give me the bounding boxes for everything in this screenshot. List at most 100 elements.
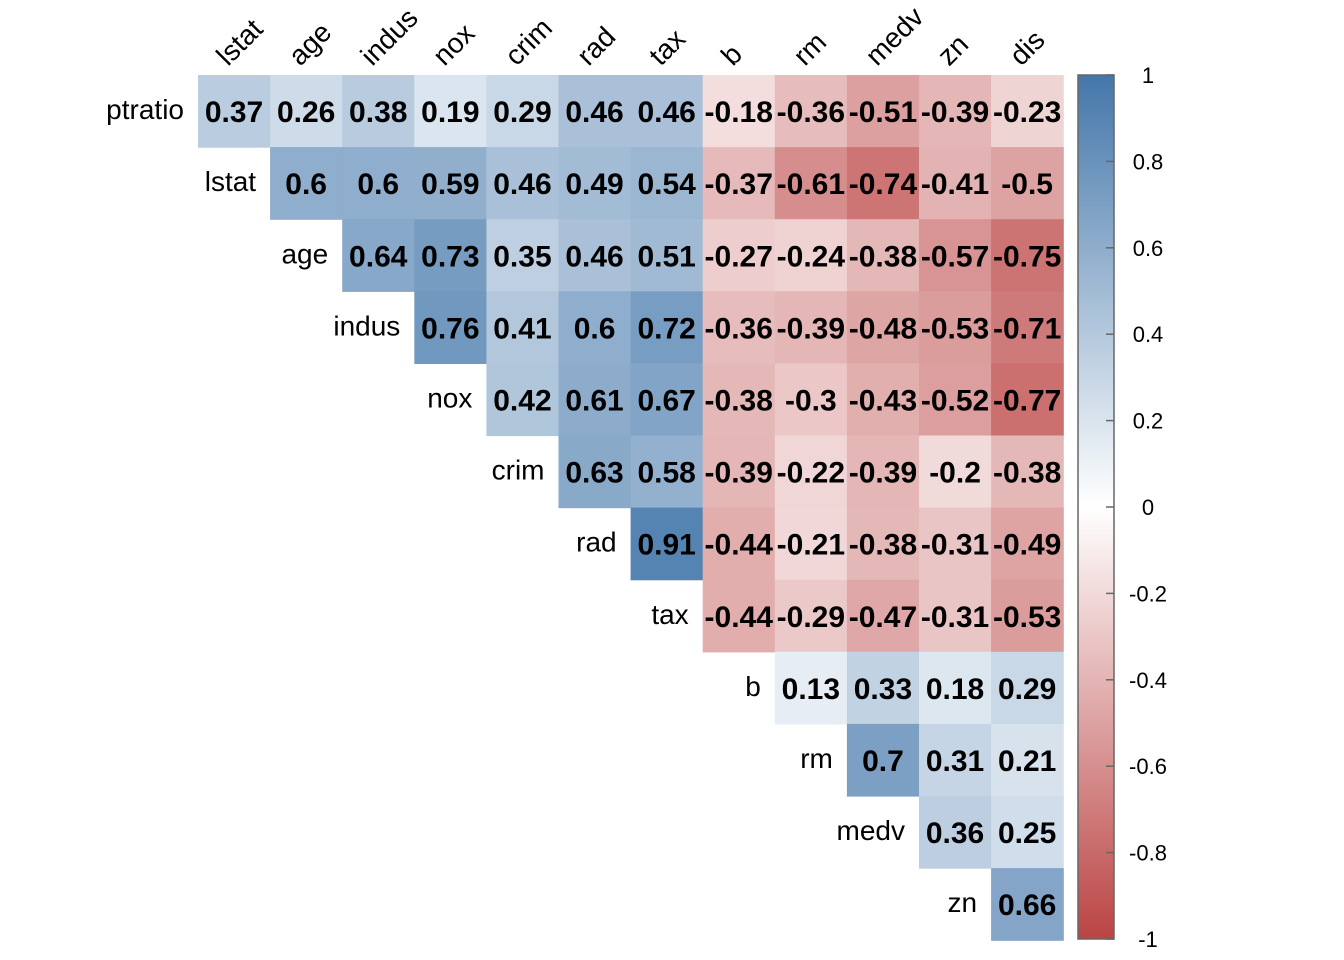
heatmap-cell xyxy=(919,75,992,148)
column-label: rm xyxy=(787,26,832,71)
heatmap-cell xyxy=(991,147,1064,220)
heatmap-cell xyxy=(991,723,1064,797)
cell-value-label: -0.23 xyxy=(993,96,1061,129)
heatmap-cell xyxy=(991,363,1064,437)
heatmap-cell xyxy=(630,363,704,437)
cell-value-label: -0.53 xyxy=(993,601,1061,634)
heatmap-cell xyxy=(270,75,343,148)
heatmap-cell xyxy=(991,796,1064,869)
row-label: nox xyxy=(427,382,472,413)
heatmap-cell xyxy=(414,75,487,148)
row-label: rm xyxy=(800,743,833,774)
column-label: crim xyxy=(499,12,558,71)
cell-value-label: -0.38 xyxy=(849,529,917,562)
heatmap-cell xyxy=(846,219,920,292)
row-label: crim xyxy=(492,455,545,486)
heatmap-cell xyxy=(702,363,776,437)
cell-value-label: 0.66 xyxy=(998,889,1056,922)
heatmap-cell xyxy=(846,579,920,653)
cell-value-label: -0.43 xyxy=(849,384,917,417)
cell-value-label: 0.33 xyxy=(854,673,912,706)
heatmap-cell xyxy=(630,291,704,364)
heatmap-cell xyxy=(486,147,560,220)
cell-value-label: 0.46 xyxy=(493,168,551,201)
heatmap-cell xyxy=(919,435,992,509)
heatmap-cell xyxy=(702,75,776,148)
cell-value-label: -0.41 xyxy=(921,168,989,201)
colorbar-tick-label: 0.2 xyxy=(1133,409,1164,434)
heatmap-cell xyxy=(774,75,848,148)
colorbar-tick-label: -0.4 xyxy=(1129,668,1167,693)
cell-value-label: -0.51 xyxy=(849,96,917,129)
heatmap-cell xyxy=(919,363,992,437)
heatmap-cell xyxy=(991,507,1064,581)
heatmap-cell xyxy=(558,363,632,437)
heatmap-cells: 0.37 0.26 0.38 0.19 0.29 0.46 0.46 -0.18 -0.36 -0… xyxy=(198,75,1064,941)
heatmap-cell xyxy=(774,219,848,292)
cell-value-label: -0.53 xyxy=(921,312,989,345)
heatmap-cell xyxy=(486,363,560,437)
cell-value-label: 0.91 xyxy=(637,529,695,562)
heatmap-cell xyxy=(774,435,848,509)
heatmap-cell xyxy=(774,291,848,364)
cell-value-label: 0.6 xyxy=(357,168,399,201)
cell-value-label: -0.38 xyxy=(705,384,773,417)
heatmap-cell xyxy=(991,579,1064,653)
heatmap-cell xyxy=(702,579,776,653)
heatmap-cell xyxy=(919,291,992,364)
cell-value-label: 0.18 xyxy=(926,673,984,706)
heatmap-cell xyxy=(702,435,776,509)
row-label: medv xyxy=(837,815,905,846)
heatmap-cell xyxy=(558,291,632,364)
cell-value-label: -0.48 xyxy=(849,312,917,345)
heatmap-cell xyxy=(846,291,920,364)
cell-value-label: -0.3 xyxy=(785,384,837,417)
cell-value-label: -0.31 xyxy=(921,529,989,562)
colorbar-tick-label: 1 xyxy=(1142,63,1154,88)
heatmap-cell xyxy=(630,219,704,292)
cell-value-label: -0.5 xyxy=(1001,168,1053,201)
row-label: tax xyxy=(651,599,688,630)
heatmap-cell xyxy=(414,219,487,292)
cell-value-label: -0.38 xyxy=(849,240,917,273)
row-label: indus xyxy=(333,310,400,341)
colorbar-tick-label: 0 xyxy=(1142,495,1154,520)
row-labels: ptratio lstat age indus nox crim rad tax b rm medv… xyxy=(106,94,977,918)
cell-value-label: 0.36 xyxy=(926,817,984,850)
heatmap-cell xyxy=(486,75,560,148)
column-label: rad xyxy=(571,21,622,72)
heatmap-cell xyxy=(342,75,415,148)
cell-value-label: 0.19 xyxy=(421,96,479,129)
cell-value-label: -0.77 xyxy=(993,384,1061,417)
row-label: zn xyxy=(948,887,978,918)
heatmap-cell xyxy=(846,363,920,437)
cell-value-label: 0.13 xyxy=(782,673,840,706)
heatmap-cell xyxy=(991,219,1064,292)
cell-value-label: -0.24 xyxy=(777,240,846,273)
colorbar-tick-label: -0.2 xyxy=(1129,581,1167,606)
cell-value-label: -0.37 xyxy=(705,168,773,201)
heatmap-cell xyxy=(846,75,920,148)
cell-value-label: -0.39 xyxy=(849,457,917,490)
heatmap-cell xyxy=(991,435,1064,509)
cell-value-label: -0.44 xyxy=(705,601,774,634)
heatmap-cell xyxy=(991,75,1064,148)
cell-value-label: -0.36 xyxy=(777,96,845,129)
heatmap-cell xyxy=(558,435,632,509)
column-label: medv xyxy=(859,1,929,71)
cell-value-label: 0.67 xyxy=(637,384,695,417)
column-label: b xyxy=(715,38,748,71)
heatmap-cell xyxy=(919,579,992,653)
colorbar-tick-label: -0.8 xyxy=(1129,841,1167,866)
cell-value-label: 0.38 xyxy=(349,96,407,129)
cell-value-label: 0.54 xyxy=(637,168,696,201)
heatmap-cell xyxy=(558,75,632,148)
colorbar-tick-label: 0.6 xyxy=(1133,236,1164,261)
cell-value-label: 0.49 xyxy=(565,168,623,201)
heatmap-cell xyxy=(486,219,560,292)
column-label: dis xyxy=(1003,24,1050,71)
cell-value-label: -0.21 xyxy=(777,529,845,562)
cell-value-label: 0.25 xyxy=(998,817,1056,850)
cell-value-label: 0.29 xyxy=(998,673,1056,706)
cell-value-label: -0.39 xyxy=(921,96,989,129)
